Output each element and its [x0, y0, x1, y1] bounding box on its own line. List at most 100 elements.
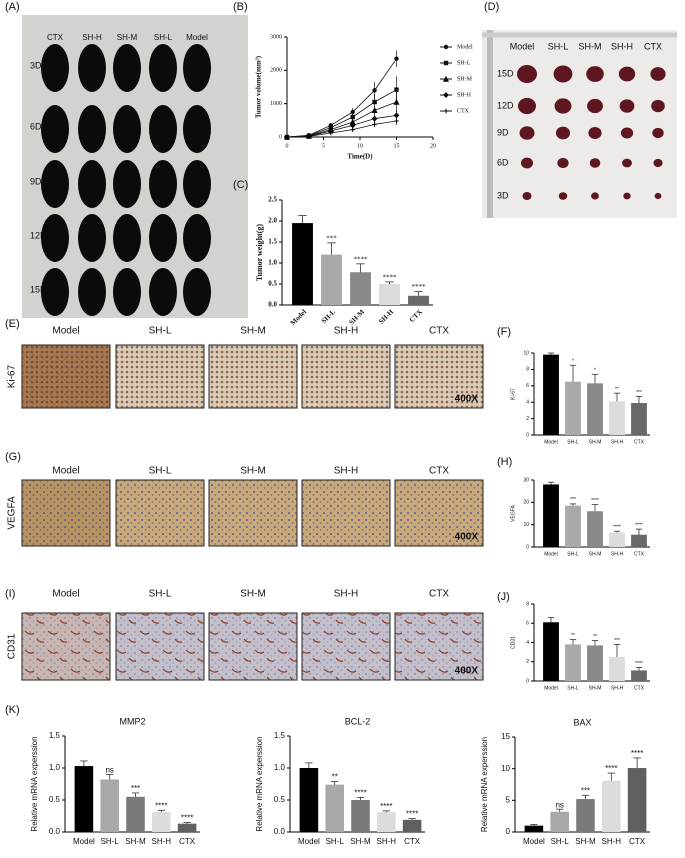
y-tick-label: 8	[526, 367, 529, 373]
mouse	[41, 44, 69, 92]
x-tick-label: SH-L	[567, 439, 579, 445]
bar-chart: 0.0 0.5 1.0 1.5 Relative mRNA experssion BCL-…	[255, 716, 425, 846]
x-tick-label: 10	[357, 143, 363, 149]
bar	[351, 800, 370, 832]
bar	[576, 799, 595, 832]
tumor	[588, 127, 602, 139]
significance: ***	[326, 234, 337, 242]
y-tick-label: 0.5	[268, 280, 277, 288]
histology-texture	[395, 345, 483, 408]
significance: ****	[635, 661, 643, 667]
significance: *	[594, 368, 596, 374]
histology-texture	[395, 613, 483, 680]
x-tick-label: SH-H	[611, 551, 624, 557]
bar	[587, 645, 603, 681]
column-label: SH-H	[82, 33, 102, 42]
bar	[377, 812, 396, 832]
bar	[100, 779, 119, 832]
column-label: SH-H	[334, 466, 358, 477]
x-tick-label: SH-H	[611, 685, 624, 691]
tumor	[554, 98, 572, 114]
panel-label: (C)	[233, 179, 248, 191]
column-label: SH-M	[240, 589, 266, 600]
y-tick-label: 2	[526, 659, 529, 665]
tumor	[618, 66, 636, 82]
bar	[402, 819, 422, 832]
panel-label: (B)	[233, 1, 248, 13]
legend-label: CTX	[457, 108, 470, 114]
marker	[372, 88, 377, 93]
significance: **	[615, 387, 619, 393]
significance: ***	[614, 638, 620, 644]
mouse	[183, 268, 211, 316]
y-tick-label: 0	[526, 544, 529, 550]
bar	[631, 403, 647, 435]
bar	[408, 295, 429, 305]
panel-label: (H)	[497, 456, 512, 468]
bar	[325, 784, 344, 832]
marker	[443, 108, 449, 114]
y-tick-label: 0	[526, 678, 529, 684]
y-tick-label: 1.5	[49, 731, 61, 740]
significance: ****	[380, 802, 392, 811]
column-label: SH-L	[149, 326, 172, 337]
y-tick-label: 6	[526, 621, 529, 627]
bar	[299, 768, 319, 832]
x-tick-label: SH-M	[347, 308, 366, 327]
x-tick-label: Model	[544, 685, 558, 691]
panel-label: (G)	[5, 451, 21, 463]
y-tick-label: 5	[506, 795, 511, 804]
x-tick-label: SH-H	[152, 837, 172, 846]
marker	[350, 114, 355, 120]
y-axis-label: Relative mRNA experssion	[30, 736, 39, 831]
y-tick-label: 2000	[270, 68, 282, 74]
column-label: SH-H	[334, 589, 358, 600]
x-tick-label: CTX	[408, 308, 424, 324]
mouse	[78, 268, 106, 316]
bar	[631, 670, 647, 681]
y-tick-label: 10	[501, 764, 510, 773]
bar	[602, 780, 621, 832]
y-axis-label: Tumor volume(mm³)	[255, 55, 263, 118]
chart-title: BAX	[573, 717, 591, 727]
significance: ****	[605, 764, 617, 773]
x-tick-label: CTX	[179, 837, 196, 846]
significance: **	[332, 773, 338, 782]
tumor	[586, 66, 604, 82]
mouse	[149, 44, 177, 92]
bar	[550, 811, 569, 832]
x-tick-label: CTX	[629, 837, 646, 846]
tumor-photo	[482, 30, 677, 218]
mouse	[183, 214, 211, 262]
series-line	[286, 120, 397, 138]
histology-texture	[302, 480, 390, 546]
bar	[627, 768, 647, 832]
y-tick-label: 10	[523, 350, 529, 356]
significance: ****	[383, 274, 398, 282]
mouse	[113, 160, 141, 208]
y-tick-label: 0	[279, 134, 282, 140]
tumor	[589, 158, 601, 168]
marker	[393, 98, 400, 105]
panel-label: (I)	[5, 588, 15, 600]
y-tick-label: 1.5	[274, 731, 286, 740]
tumor	[587, 98, 603, 114]
column-label: SH-M	[240, 326, 266, 337]
y-tick-label: 1.0	[268, 259, 277, 267]
x-tick-label: SH-H	[611, 439, 624, 445]
histology-texture	[22, 345, 110, 408]
y-tick-label: 2.0	[268, 217, 277, 225]
bar	[350, 272, 371, 305]
bar	[565, 381, 581, 435]
x-tick-label: CTX	[634, 551, 645, 557]
x-tick-label: Model	[544, 439, 558, 445]
histology-texture	[302, 345, 390, 408]
bar	[126, 796, 145, 832]
column-label: Model	[52, 466, 79, 477]
marker	[350, 127, 355, 132]
bar	[565, 644, 581, 681]
x-tick-label: SH-M	[125, 837, 146, 846]
x-tick-label: SH-M	[575, 837, 596, 846]
mouse	[78, 105, 106, 153]
x-axis-label: Time(D)	[347, 153, 373, 161]
